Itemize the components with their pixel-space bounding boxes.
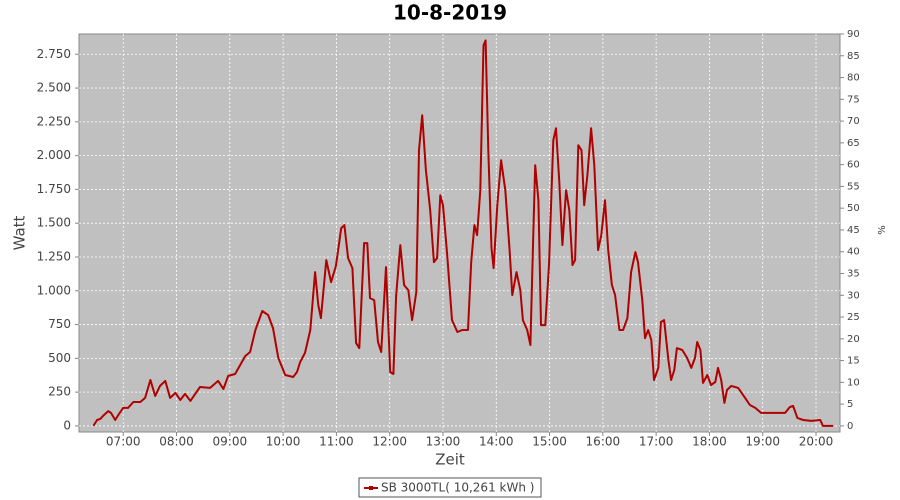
y2-tick-label: 40	[847, 247, 860, 258]
y-tick-label: 0	[63, 418, 71, 432]
x-tick-label: 13:00	[426, 435, 461, 449]
y-tick-label: 2.500	[37, 81, 71, 95]
y-tick-label: 1.750	[37, 182, 71, 196]
y-tick-label: 2.750	[37, 47, 71, 61]
y2-tick-label: 65	[847, 138, 860, 149]
y-tick-label: 500	[48, 351, 71, 365]
y2-tick-label: 10	[847, 377, 860, 388]
y2-tick-label: 25	[847, 312, 860, 323]
x-axis-label: Zeit	[435, 451, 465, 469]
x-tick-label: 17:00	[639, 435, 674, 449]
y2-tick-label: 30	[847, 290, 860, 301]
y2-tick-label: 70	[847, 116, 860, 127]
x-tick-label: 10:00	[266, 435, 301, 449]
data-line	[92, 39, 834, 427]
x-tick-label: 14:00	[479, 435, 514, 449]
y2-tick-label: 90	[847, 29, 860, 40]
legend-label: SB 3000TL( 10,261 kWh )	[381, 481, 534, 495]
legend-swatch-marker	[369, 486, 373, 490]
x-tick-label: 18:00	[692, 435, 727, 449]
y-tick-label: 250	[48, 385, 71, 399]
y2-tick-label: 85	[847, 51, 860, 62]
y2-tick-label: 15	[847, 356, 860, 367]
legend	[358, 477, 542, 498]
x-tick-label: 15:00	[532, 435, 567, 449]
x-tick-label: 20:00	[799, 435, 834, 449]
y-tick-label: 750	[48, 317, 71, 331]
y-tick-label: 1.500	[37, 216, 71, 230]
y2-axis-label: %	[877, 225, 888, 235]
x-tick-label: 09:00	[213, 435, 248, 449]
y-tick-label: 1.250	[37, 249, 71, 263]
y2-tick-label: 0	[847, 421, 853, 432]
plot-area	[78, 33, 841, 433]
y-tick-label: 2.250	[37, 114, 71, 128]
chart-title: 10-8-2019	[393, 1, 507, 25]
y2-tick-label: 5	[847, 399, 853, 410]
x-tick-label: 12:00	[372, 435, 407, 449]
y-tick-label: 2.000	[37, 148, 71, 162]
x-tick-label: 19:00	[745, 435, 780, 449]
plot: 07:00 08:00 09:00 10:00 11:00 12:00 13:00 14:00…	[37, 29, 860, 449]
y2-tick-label: 20	[847, 334, 860, 345]
y2-tick-label: 35	[847, 268, 860, 279]
x-tick-label: 07:00	[106, 435, 141, 449]
y2-tick-label: 75	[847, 94, 860, 105]
x-tick-label: 08:00	[159, 435, 194, 449]
y2-tick-label: 80	[847, 73, 860, 84]
y2-tick-label: 45	[847, 225, 860, 236]
x-tick-label: 16:00	[586, 435, 621, 449]
y-axis-label: Watt	[11, 215, 29, 250]
y2-tick-label: 55	[847, 181, 860, 192]
x-tick-label: 11:00	[319, 435, 354, 449]
y2-tick-label: 60	[847, 160, 860, 171]
y-tick-label: 1.000	[37, 283, 71, 297]
y2-tick-label: 50	[847, 203, 860, 214]
